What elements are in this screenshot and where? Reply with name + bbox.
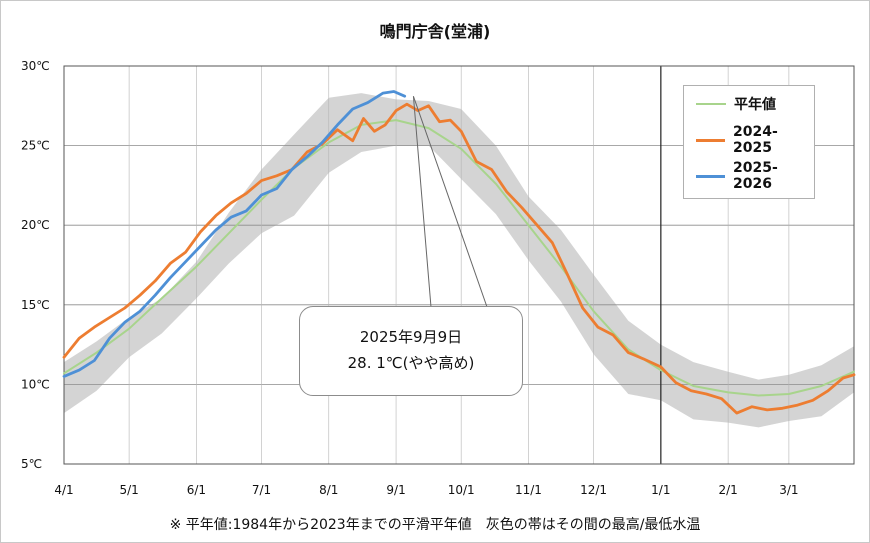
y-tick-label: 20℃ [21, 218, 50, 232]
x-tick-label: 12/1 [580, 483, 607, 497]
x-tick-label: 1/1 [651, 483, 670, 497]
series-line-1 [62, 102, 856, 415]
y-tick-label: 10℃ [21, 377, 50, 391]
callout-value: 28. 1℃(やや高め) [347, 354, 475, 372]
y-tick-label: 15℃ [21, 298, 50, 312]
y-tick-label: 25℃ [21, 139, 50, 153]
y-tick-label: 30℃ [21, 59, 50, 73]
legend-item-normal: 平年値 [696, 94, 776, 114]
x-tick-label: 11/1 [515, 483, 542, 497]
callout-pointer-left [412, 96, 432, 308]
callout-box: 2025年9月9日 28. 1℃(やや高め) [299, 306, 523, 396]
x-tick-label: 10/1 [448, 483, 475, 497]
series-line-0 [63, 119, 855, 397]
x-tick-label: 9/1 [386, 483, 405, 497]
legend-swatch-2025-2026 [696, 174, 726, 178]
plot-border [63, 65, 855, 465]
legend-label-normal: 平年値 [734, 97, 776, 113]
legend-label-2025-2026: 2025-2026 [733, 160, 778, 192]
chart-title: 鳴門庁舎(堂浦) [379, 22, 491, 41]
x-tick-label: 2/1 [718, 483, 737, 497]
callout-pointer-right [412, 96, 488, 308]
x-tick-label: 4/1 [54, 483, 73, 497]
legend-label-2024-2025: 2024-2025 [733, 124, 778, 156]
series-line-2 [62, 90, 407, 378]
legend-item-2024-2025: 2024-2025 [696, 124, 814, 156]
x-tick-label: 8/1 [319, 483, 338, 497]
callout-date: 2025年9月9日 [359, 328, 463, 346]
legend-swatch-2024-2025 [696, 138, 726, 142]
x-tick-label: 7/1 [252, 483, 271, 497]
x-tick-label: 6/1 [187, 483, 206, 497]
y-tick-label: 5℃ [21, 457, 42, 471]
footnote: ※ 平年値:1984年から2023年までの平滑平年値 灰色の帯はその間の最高/最… [169, 517, 701, 533]
legend-item-2025-2026: 2025-2026 [696, 160, 814, 192]
chart-legend: 平年値 2024-2025 2025-2026 [683, 85, 815, 199]
x-tick-label: 5/1 [119, 483, 138, 497]
x-tick-label: 3/1 [779, 483, 798, 497]
legend-swatch-normal [696, 103, 726, 105]
